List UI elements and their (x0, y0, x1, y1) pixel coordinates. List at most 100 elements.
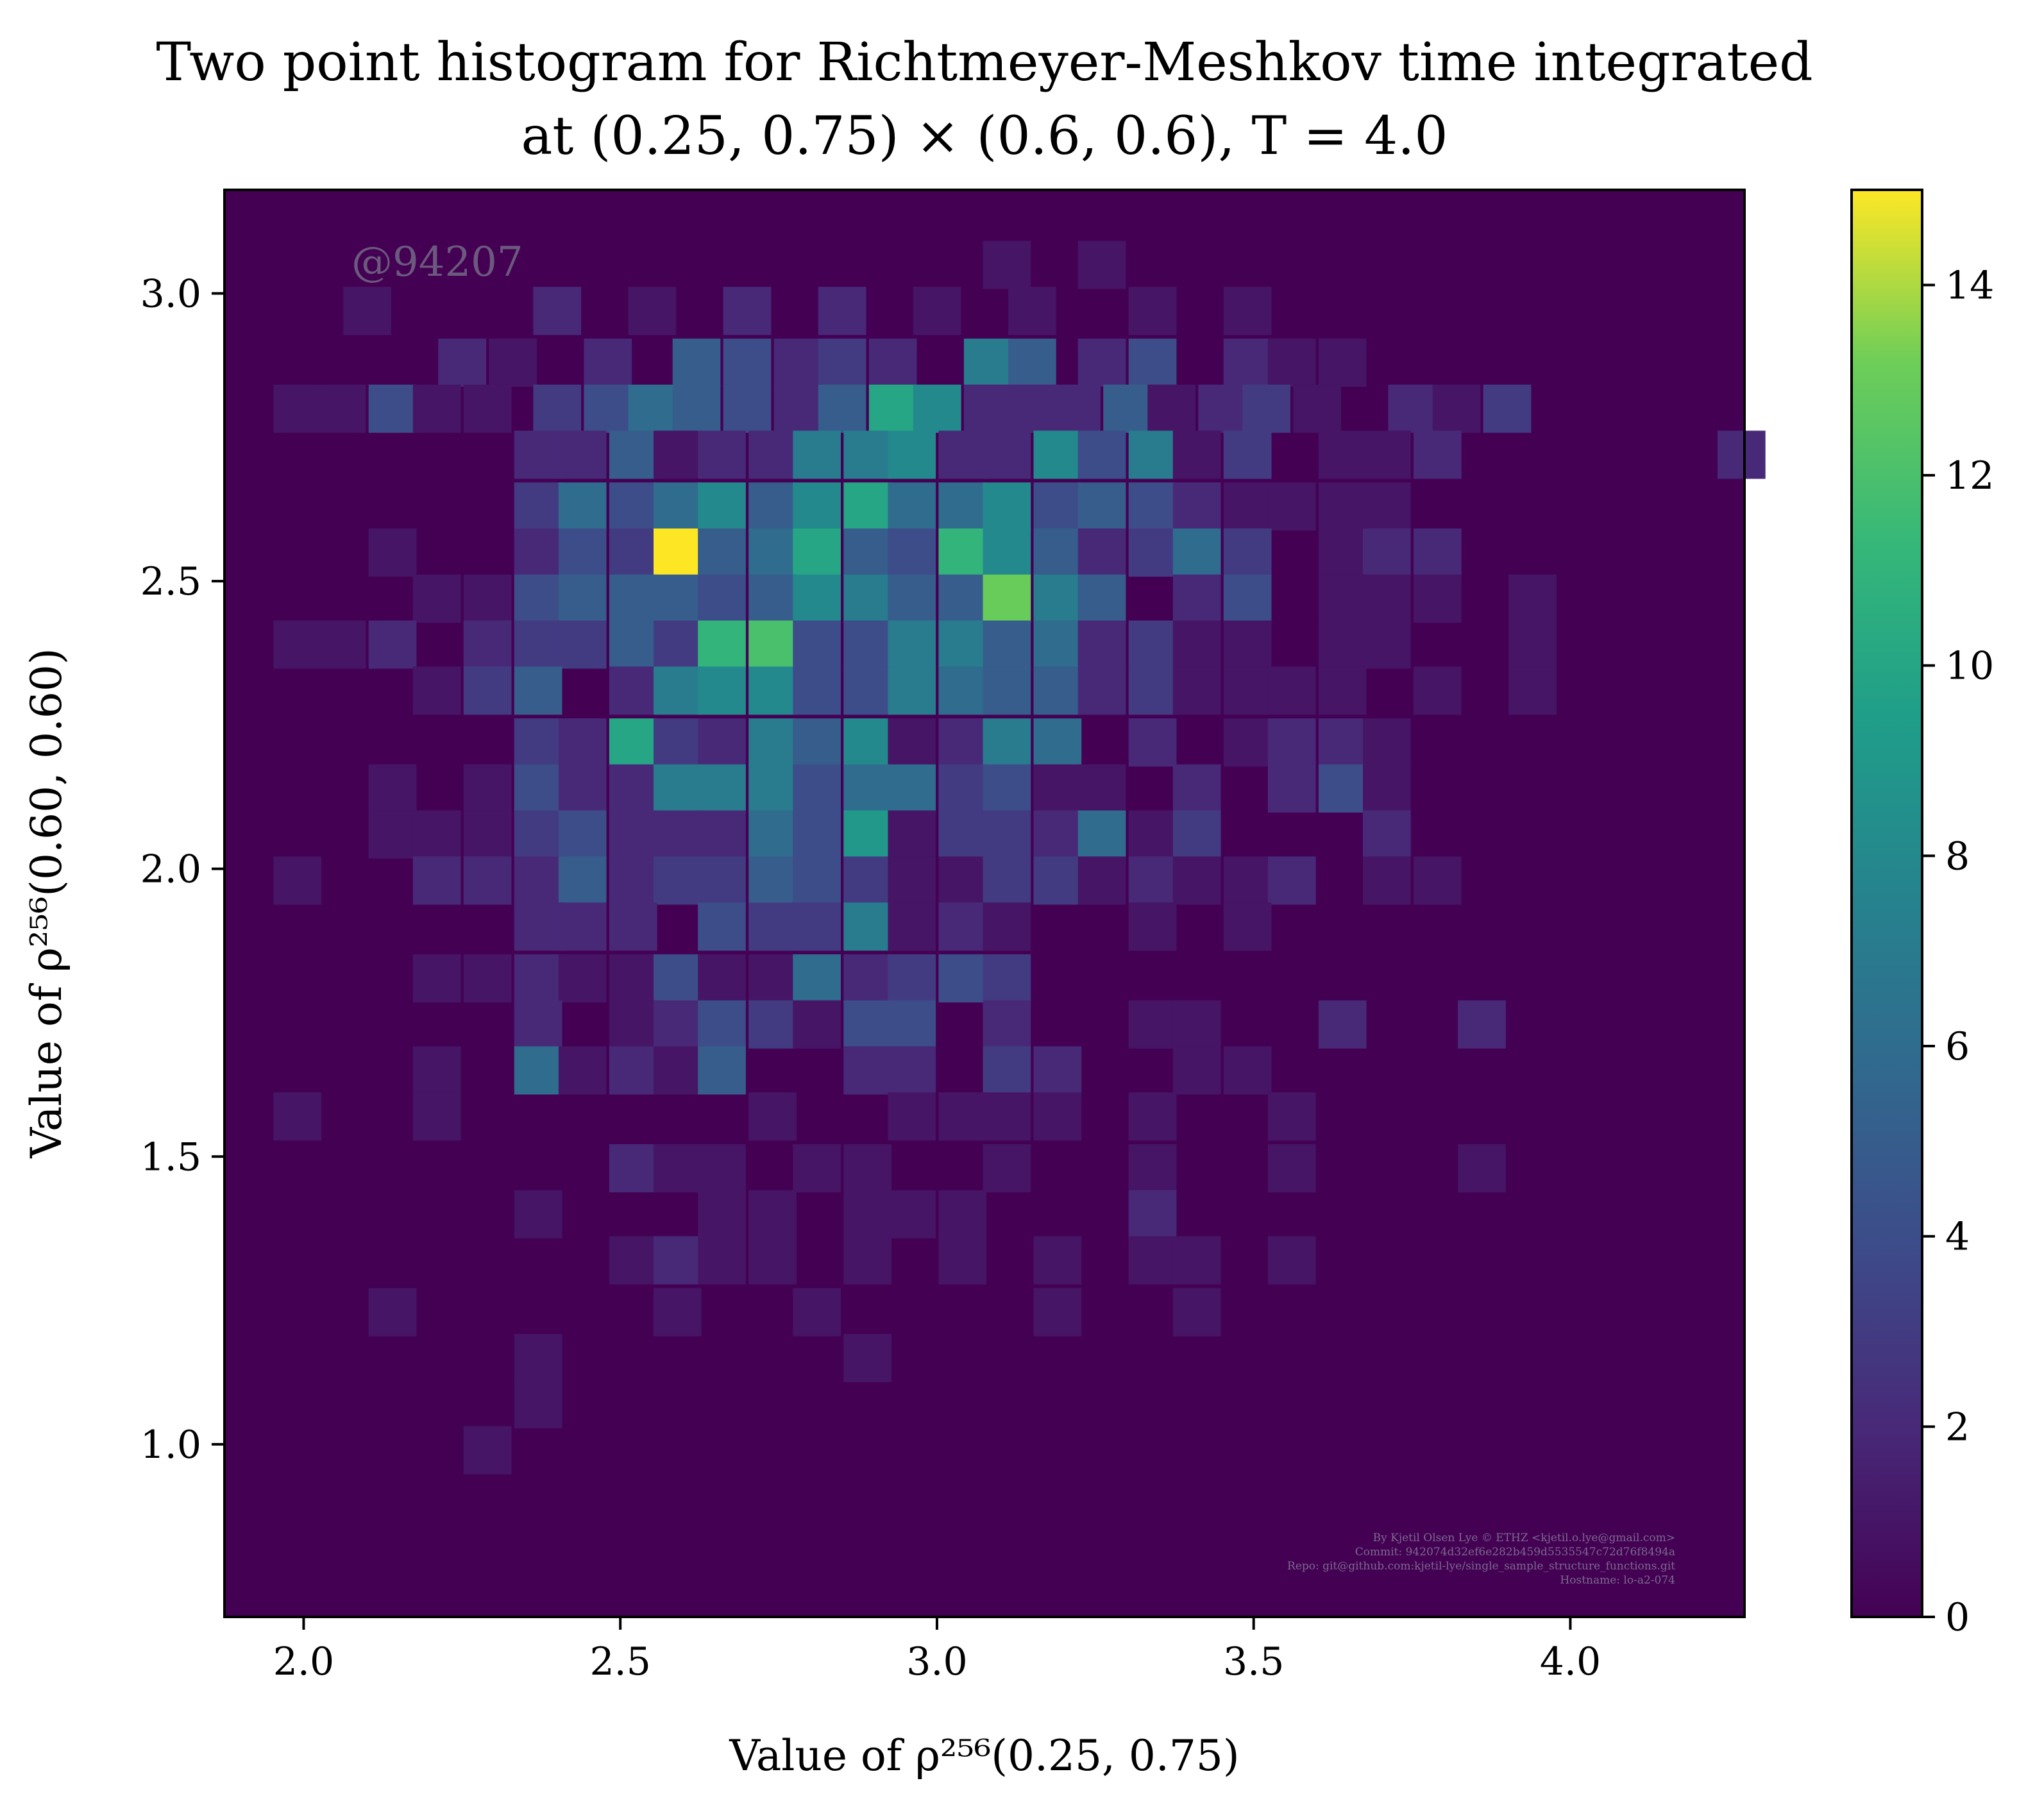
histogram-cell (1128, 430, 1177, 479)
histogram-cell (1172, 666, 1221, 715)
histogram-cell (983, 1046, 1031, 1095)
histogram-cell (843, 954, 891, 1002)
histogram-cell (1033, 1046, 1082, 1095)
plot-area: 2.0 2.5 3.0 3.5 4.0 1.0 1.5 2.0 2.5 3.0 (140, 189, 1766, 1684)
histogram-cell (1267, 1144, 1316, 1193)
histogram-cell (628, 287, 677, 335)
histogram-cell (983, 528, 1031, 577)
histogram-cell (609, 764, 657, 813)
histogram-cell (698, 430, 746, 479)
histogram-cell (609, 1046, 657, 1095)
histogram-cell (654, 810, 702, 859)
histogram-cell (888, 620, 936, 669)
histogram-cell (1128, 718, 1177, 767)
histogram-cell (983, 718, 1031, 767)
histogram-cell (698, 954, 746, 1002)
histogram-cell (1318, 1000, 1367, 1049)
histogram-cell (938, 528, 987, 577)
x-tick-label: 2.5 (589, 1639, 650, 1684)
histogram-cell (843, 718, 891, 767)
histogram-cell (1318, 666, 1367, 715)
histogram-cell (793, 810, 841, 859)
histogram-cell (1077, 856, 1126, 905)
histogram-cell (1172, 1000, 1221, 1049)
histogram-cell (609, 856, 657, 905)
histogram-cell (793, 1288, 841, 1337)
histogram-cell (843, 1144, 891, 1193)
histogram-cell (514, 666, 562, 715)
histogram-cell (938, 764, 987, 813)
histogram-cell (1077, 241, 1126, 289)
histogram-cell (1198, 384, 1246, 433)
histogram-cell (843, 1190, 891, 1238)
histogram-cell (938, 1236, 987, 1285)
y-tick-label: 2.5 (140, 559, 201, 604)
histogram-cell (698, 902, 746, 951)
histogram-cell (412, 954, 461, 1002)
histogram-cell (514, 1190, 562, 1238)
histogram-cell (1033, 856, 1082, 905)
histogram-cell (1008, 384, 1056, 433)
histogram-cell (983, 856, 1031, 905)
histogram-cell (983, 810, 1031, 859)
histogram-cell (1077, 574, 1126, 623)
histogram-cell (748, 1092, 797, 1141)
y-tick-label: 1.5 (140, 1135, 201, 1179)
x-tick-label: 4.0 (1540, 1639, 1601, 1684)
histogram-cell (463, 856, 512, 905)
histogram-cell (654, 856, 702, 905)
colorbar-tick-label: 4 (1945, 1215, 1970, 1260)
histogram-cell (463, 1426, 512, 1475)
histogram-cell (368, 1288, 417, 1337)
histogram-cell (1267, 338, 1316, 387)
histogram-cell (1077, 764, 1126, 813)
histogram-cell (1128, 287, 1177, 335)
histogram-cell (1172, 574, 1221, 623)
histogram-cell (609, 666, 657, 715)
histogram-cell (888, 1092, 936, 1141)
histogram-cell (888, 718, 936, 767)
histogram-cell (368, 528, 417, 577)
histogram-cell (1172, 764, 1221, 813)
histogram-cell (698, 1046, 746, 1095)
histogram-cell (1172, 528, 1221, 577)
histogram-cell (748, 528, 797, 577)
histogram-cell (723, 338, 772, 387)
histogram-cell (1363, 574, 1411, 623)
histogram-cell (888, 1190, 936, 1238)
histogram-cell (723, 384, 772, 433)
histogram-cell (698, 718, 746, 767)
histogram-cell (723, 287, 772, 335)
histogram-cell (273, 856, 322, 905)
histogram-cell (843, 810, 891, 859)
histogram-cell (609, 1000, 657, 1049)
histogram-cell (1172, 620, 1221, 669)
y-tick-label: 1.0 (140, 1423, 201, 1467)
histogram-cell (843, 482, 891, 531)
histogram-cell (1033, 666, 1082, 715)
histogram-cell (843, 764, 891, 813)
plot-frame (223, 189, 1746, 1618)
histogram-cell (843, 574, 891, 623)
x-axis-label: Value of ρ²⁵⁶(0.25, 0.75) (729, 1731, 1239, 1780)
histogram-cell (1033, 1288, 1082, 1337)
y-tick-label: 2.0 (140, 847, 201, 892)
histogram-cell (1128, 1190, 1177, 1238)
histogram-cell (1172, 1288, 1221, 1337)
histogram-cell (1414, 528, 1462, 577)
histogram-cell (983, 954, 1031, 1002)
histogram-cell (1363, 528, 1411, 577)
histogram-cell (1267, 856, 1316, 905)
histogram-cell (1223, 718, 1272, 767)
histogram-cell (654, 764, 702, 813)
histogram-cell (514, 574, 562, 623)
histogram-cell (463, 954, 512, 1002)
histogram-cell (748, 1000, 797, 1049)
histogram-cell (1128, 528, 1177, 577)
histogram-cell (533, 287, 582, 335)
histogram-cell (1172, 430, 1221, 479)
histogram-cell (1318, 620, 1367, 669)
credits-line-4: Hostname: lo-a2-074 (1560, 1574, 1675, 1587)
histogram-cell (412, 810, 461, 859)
histogram-cell (793, 666, 841, 715)
